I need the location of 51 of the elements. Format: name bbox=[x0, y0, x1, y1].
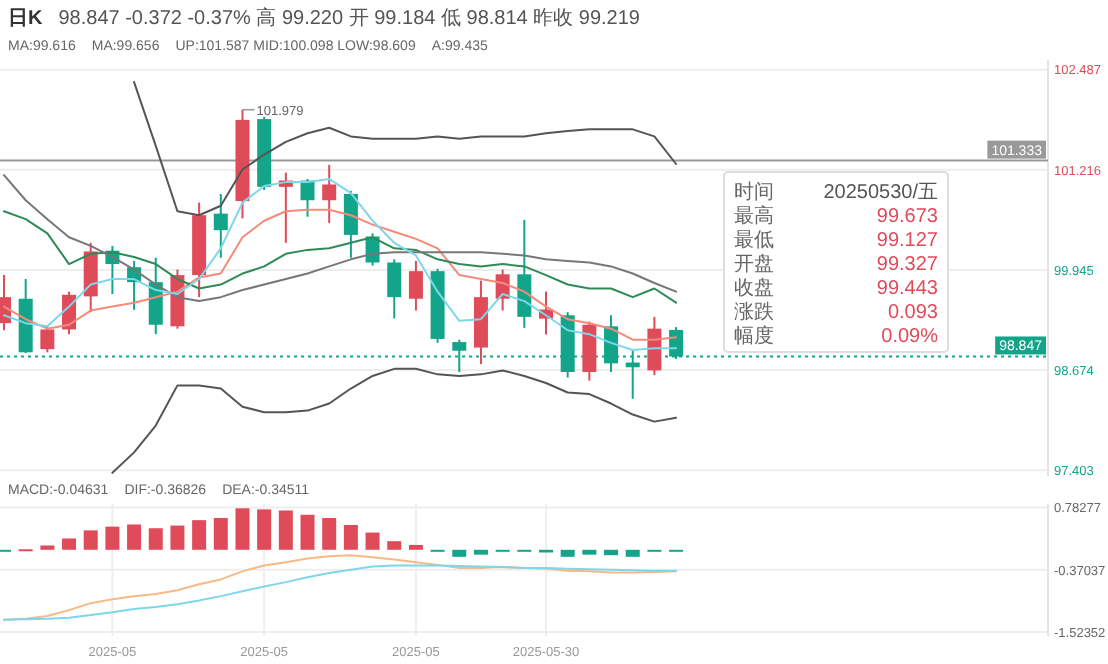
candlestick bbox=[213, 192, 228, 259]
text: 99.673 bbox=[876, 206, 939, 228]
bar bbox=[257, 509, 272, 550]
bar bbox=[560, 549, 575, 557]
bar bbox=[300, 514, 315, 550]
candlestick bbox=[387, 258, 402, 320]
bar bbox=[452, 549, 467, 557]
candlestick bbox=[582, 320, 597, 382]
text: 开盘 bbox=[734, 252, 774, 276]
bar bbox=[213, 518, 228, 550]
bar bbox=[604, 549, 619, 556]
bar bbox=[278, 510, 293, 550]
text: 0.09% bbox=[881, 326, 939, 348]
bar bbox=[83, 530, 98, 550]
bar bbox=[127, 524, 142, 550]
text: 涨跌 bbox=[734, 300, 774, 324]
text: 99.327 bbox=[876, 254, 939, 276]
bar bbox=[105, 526, 120, 550]
text: 收盘 bbox=[734, 276, 774, 300]
bar bbox=[322, 518, 337, 550]
candlestick bbox=[517, 218, 532, 329]
bar bbox=[343, 525, 358, 550]
text: 最低 bbox=[734, 230, 774, 252]
candlestick bbox=[40, 325, 55, 354]
bar bbox=[473, 549, 488, 555]
text: 最高 bbox=[734, 204, 774, 228]
text: 幅度 bbox=[734, 324, 774, 348]
bar bbox=[235, 508, 250, 550]
candlestick bbox=[83, 241, 98, 314]
bar bbox=[408, 544, 423, 550]
bar bbox=[148, 528, 163, 550]
candlestick bbox=[322, 163, 337, 225]
bar bbox=[625, 549, 640, 557]
candlestick bbox=[343, 189, 358, 259]
bar bbox=[192, 520, 207, 550]
line-series bbox=[3, 210, 678, 304]
line-series bbox=[111, 367, 678, 474]
line-series bbox=[133, 81, 678, 217]
text: 0.093 bbox=[887, 302, 939, 324]
bar bbox=[582, 549, 597, 555]
bar bbox=[387, 541, 402, 550]
chart-title: 日K bbox=[8, 8, 44, 30]
text: 时间 bbox=[734, 180, 774, 204]
bar bbox=[62, 538, 77, 550]
text: 20250530/五 bbox=[823, 182, 938, 204]
text: 99.443 bbox=[876, 278, 939, 300]
text: 99.127 bbox=[876, 230, 939, 252]
bar bbox=[365, 532, 380, 550]
chart-subtitle: 98.847 -0.372 -0.37% 高 99.220 开 99.184 低 98.814 昨收 99.219 bbox=[58, 6, 641, 30]
bar bbox=[170, 525, 185, 550]
candlestick bbox=[408, 259, 423, 312]
